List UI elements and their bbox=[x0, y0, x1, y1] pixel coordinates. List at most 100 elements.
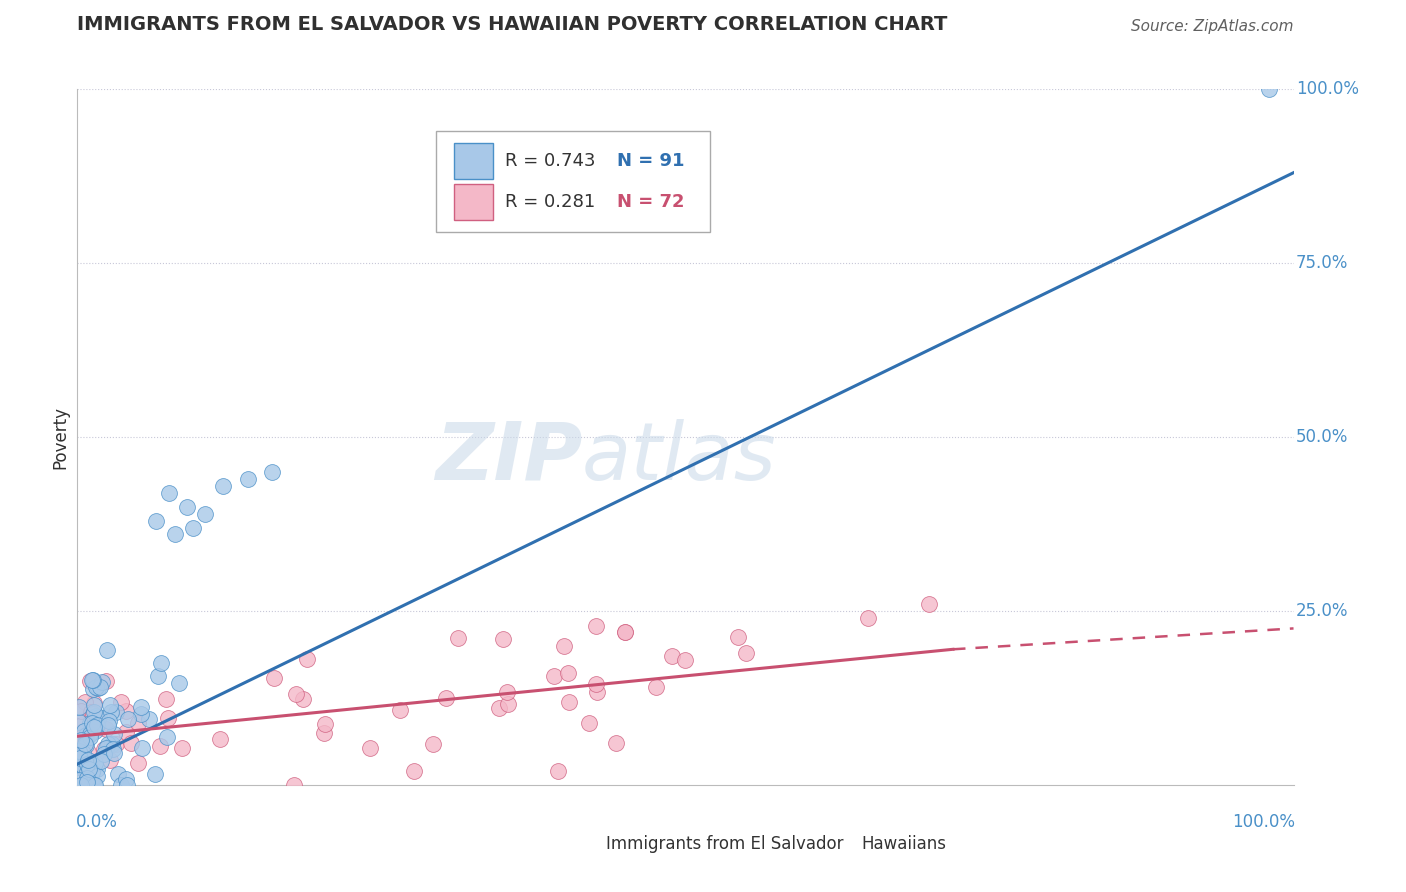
Point bbox=[100, 737, 122, 751]
Point bbox=[70, 717, 93, 731]
Point bbox=[96, 673, 118, 688]
Point bbox=[67, 744, 90, 758]
Point bbox=[69, 704, 91, 718]
Point bbox=[96, 643, 118, 657]
Point bbox=[492, 632, 515, 646]
Point bbox=[447, 632, 470, 646]
FancyBboxPatch shape bbox=[454, 184, 494, 220]
Point bbox=[70, 750, 93, 764]
Point bbox=[79, 673, 101, 688]
Point bbox=[70, 733, 93, 747]
Point bbox=[87, 720, 110, 734]
FancyBboxPatch shape bbox=[436, 131, 710, 232]
Point bbox=[84, 680, 107, 694]
Point bbox=[75, 738, 97, 752]
Point bbox=[83, 696, 105, 710]
Point bbox=[547, 764, 569, 779]
Point bbox=[82, 706, 104, 721]
Point bbox=[89, 680, 111, 694]
Text: N = 91: N = 91 bbox=[617, 152, 685, 169]
Point bbox=[208, 732, 231, 747]
Point bbox=[143, 767, 166, 781]
Point bbox=[76, 775, 98, 789]
Point bbox=[77, 759, 100, 773]
Point bbox=[72, 746, 94, 760]
Point bbox=[149, 656, 172, 670]
Point bbox=[110, 695, 132, 709]
Point bbox=[73, 737, 96, 751]
Point bbox=[83, 778, 105, 792]
Point bbox=[76, 757, 98, 772]
FancyBboxPatch shape bbox=[804, 831, 856, 861]
Point bbox=[86, 717, 108, 731]
Point bbox=[76, 771, 98, 785]
Point bbox=[87, 681, 110, 695]
Text: ZIP: ZIP bbox=[434, 419, 582, 497]
Point bbox=[283, 778, 305, 792]
Point bbox=[434, 690, 457, 705]
Point bbox=[402, 764, 425, 779]
Point bbox=[76, 764, 98, 779]
Point bbox=[100, 698, 122, 712]
Point bbox=[79, 727, 101, 741]
Point bbox=[496, 697, 519, 711]
Point bbox=[76, 771, 98, 785]
Point bbox=[1258, 82, 1281, 96]
Point bbox=[98, 714, 121, 729]
Point bbox=[557, 695, 579, 709]
Point bbox=[67, 757, 90, 772]
Point bbox=[73, 753, 96, 767]
Point bbox=[73, 756, 96, 770]
Point bbox=[557, 665, 579, 680]
Point bbox=[82, 762, 104, 776]
Text: 25.0%: 25.0% bbox=[1296, 602, 1348, 620]
Point bbox=[70, 735, 93, 749]
Point bbox=[585, 618, 607, 632]
Point bbox=[72, 759, 94, 773]
Point bbox=[236, 472, 259, 486]
Point bbox=[82, 673, 104, 688]
Point bbox=[605, 736, 627, 750]
Text: Hawaiians: Hawaiians bbox=[862, 835, 946, 853]
Point bbox=[76, 753, 98, 767]
Text: 50.0%: 50.0% bbox=[1296, 428, 1348, 446]
Point bbox=[127, 756, 149, 770]
Point bbox=[72, 729, 94, 743]
Point bbox=[79, 706, 101, 720]
Point bbox=[145, 514, 167, 528]
Point bbox=[83, 698, 105, 713]
Point bbox=[169, 676, 191, 690]
Point bbox=[76, 745, 98, 759]
Point bbox=[97, 718, 120, 732]
Point bbox=[86, 762, 108, 776]
Y-axis label: Poverty: Poverty bbox=[51, 406, 69, 468]
Point bbox=[157, 711, 180, 725]
Point bbox=[735, 646, 758, 660]
Point bbox=[90, 674, 112, 689]
Point bbox=[359, 740, 381, 755]
Point bbox=[727, 630, 749, 644]
Point bbox=[86, 718, 108, 732]
Point bbox=[70, 725, 93, 739]
Point bbox=[675, 653, 697, 667]
Point bbox=[156, 730, 179, 744]
Text: atlas: atlas bbox=[582, 419, 776, 497]
Point bbox=[613, 624, 636, 639]
Point bbox=[100, 705, 122, 719]
Point bbox=[80, 764, 103, 779]
Point bbox=[292, 691, 315, 706]
Point bbox=[138, 713, 160, 727]
Text: IMMIGRANTS FROM EL SALVADOR VS HAWAIIAN POVERTY CORRELATION CHART: IMMIGRANTS FROM EL SALVADOR VS HAWAIIAN … bbox=[77, 14, 948, 34]
Point bbox=[84, 778, 107, 792]
Point bbox=[75, 731, 97, 746]
Point bbox=[73, 724, 96, 739]
Text: Source: ZipAtlas.com: Source: ZipAtlas.com bbox=[1130, 19, 1294, 34]
Point bbox=[115, 704, 138, 718]
Point bbox=[67, 746, 90, 760]
Point bbox=[295, 652, 318, 666]
Point bbox=[645, 681, 668, 695]
Point bbox=[77, 762, 100, 776]
Point bbox=[146, 669, 169, 683]
Point bbox=[93, 742, 115, 756]
Point bbox=[115, 778, 138, 792]
